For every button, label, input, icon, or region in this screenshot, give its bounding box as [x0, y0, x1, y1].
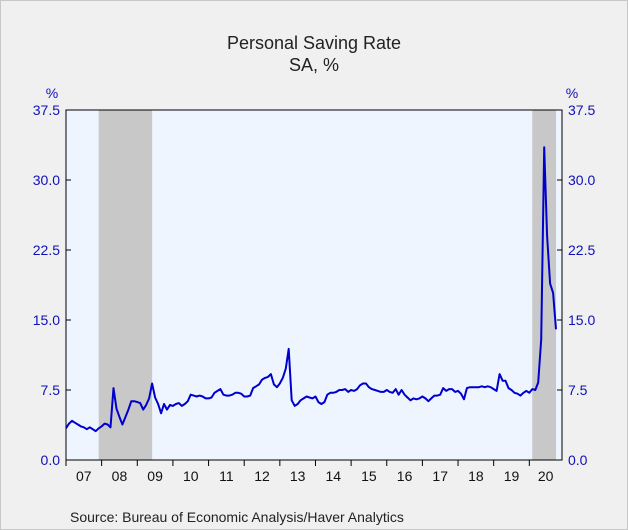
y-tick-label-right: 15.0: [568, 312, 595, 328]
y-tick-label-left: 30.0: [33, 172, 60, 188]
y-tick-label-left: 7.5: [41, 382, 61, 398]
y-tick-label-left: 22.5: [33, 242, 60, 258]
x-tick-label: 12: [254, 468, 270, 484]
y-tick-label-left: 0.0: [41, 452, 61, 468]
x-tick-label: 08: [112, 468, 128, 484]
x-tick-label: 19: [504, 468, 520, 484]
x-tick-label: 16: [397, 468, 413, 484]
recession-band: [98, 110, 153, 460]
x-tick-label: 15: [361, 468, 377, 484]
series-line: [65, 146, 557, 433]
y-tick-label-left: 37.5: [33, 102, 60, 118]
left-unit-label: %: [46, 85, 58, 101]
y-tick-label-right: 7.5: [568, 382, 588, 398]
plot-border: [65, 109, 563, 461]
x-tick-label: 18: [468, 468, 484, 484]
x-tick-label: 11: [219, 468, 234, 484]
x-tick-label: 14: [326, 468, 342, 484]
chart-subtitle: SA, %: [288, 55, 340, 75]
y-tick-label-right: 22.5: [568, 242, 595, 258]
source-note: Source: Bureau of Economic Analysis/Have…: [70, 509, 404, 525]
x-tick-label: 17: [432, 468, 448, 484]
x-tick-label: 13: [290, 468, 306, 484]
y-tick-label-right: 30.0: [568, 172, 595, 188]
y-tick-label-right: 0.0: [568, 452, 588, 468]
x-tick-label: 20: [538, 468, 554, 484]
chart-title: Personal Saving Rate: [226, 33, 402, 53]
x-tick-label: 10: [183, 468, 199, 484]
y-tick-label-left: 15.0: [33, 312, 60, 328]
x-tick-label: 07: [76, 468, 92, 484]
right-unit-label: %: [566, 85, 578, 101]
x-tick-label: 09: [147, 468, 163, 484]
y-tick-label-right: 37.5: [568, 102, 595, 118]
